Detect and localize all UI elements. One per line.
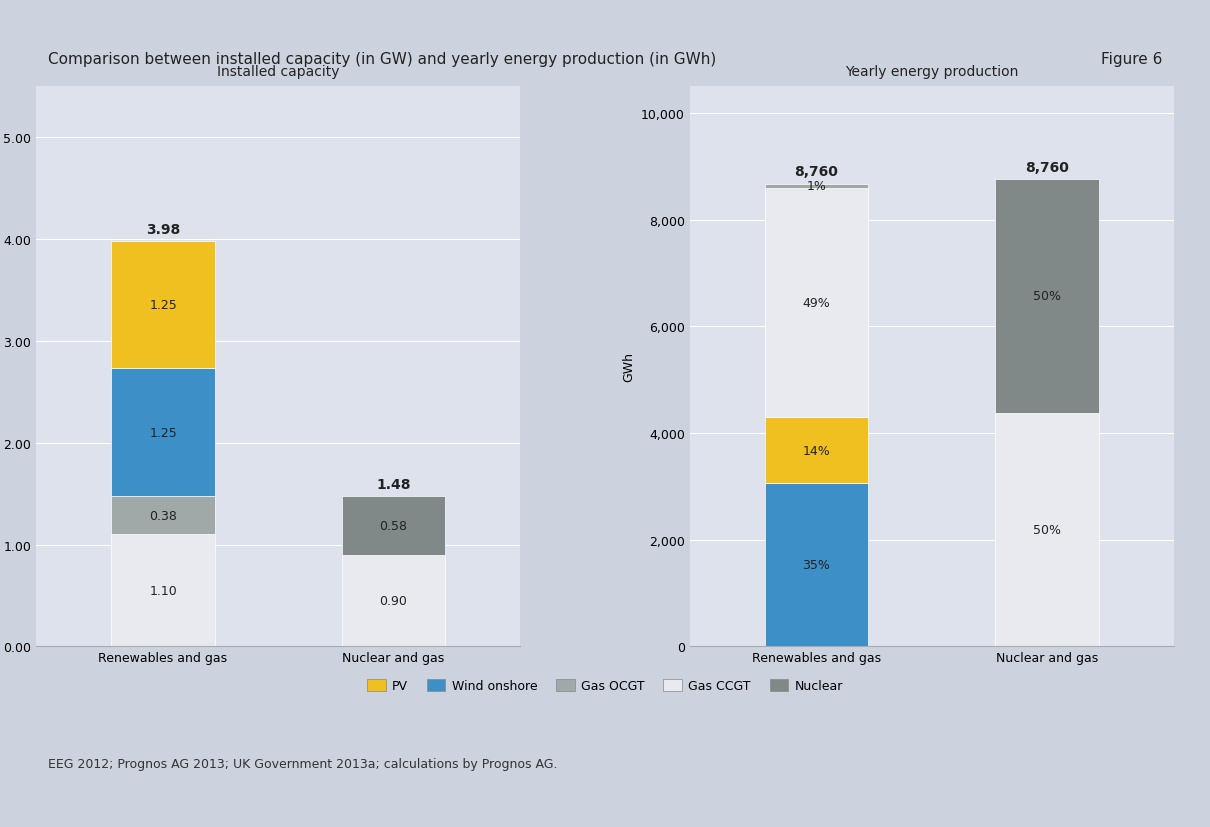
Text: 1.48: 1.48 bbox=[376, 477, 410, 491]
Bar bbox=[111, 241, 215, 369]
Text: 0.58: 0.58 bbox=[380, 519, 408, 532]
Bar bbox=[111, 369, 215, 496]
Bar bbox=[341, 496, 445, 555]
Bar bbox=[995, 414, 1099, 647]
Bar bbox=[765, 418, 869, 483]
Y-axis label: GWh: GWh bbox=[622, 351, 635, 382]
Text: 8,760: 8,760 bbox=[795, 165, 839, 179]
Text: Comparison between installed capacity (in GW) and yearly energy production (in G: Comparison between installed capacity (i… bbox=[47, 51, 716, 66]
Bar bbox=[341, 555, 445, 647]
Bar bbox=[111, 496, 215, 535]
Text: 49%: 49% bbox=[802, 297, 830, 310]
Text: 0.38: 0.38 bbox=[149, 509, 177, 522]
Bar bbox=[765, 483, 869, 647]
Bar bbox=[111, 535, 215, 647]
Text: 1.25: 1.25 bbox=[149, 299, 177, 312]
Title: Yearly energy production: Yearly energy production bbox=[845, 65, 1019, 79]
Text: EEG 2012; Prognos AG 2013; UK Government 2013a; calculations by Prognos AG.: EEG 2012; Prognos AG 2013; UK Government… bbox=[47, 757, 557, 770]
Text: 50%: 50% bbox=[1033, 290, 1061, 303]
Text: 1.10: 1.10 bbox=[149, 584, 177, 597]
Text: Figure 6: Figure 6 bbox=[1101, 51, 1163, 66]
Bar bbox=[765, 189, 869, 418]
Bar bbox=[765, 184, 869, 189]
Bar bbox=[995, 179, 1099, 414]
Text: 14%: 14% bbox=[802, 444, 830, 457]
Title: Installed capacity: Installed capacity bbox=[217, 65, 340, 79]
Legend: PV, Wind onshore, Gas OCGT, Gas CCGT, Nuclear: PV, Wind onshore, Gas OCGT, Gas CCGT, Nu… bbox=[367, 679, 843, 692]
Text: 8,760: 8,760 bbox=[1025, 160, 1068, 174]
Text: 3.98: 3.98 bbox=[146, 222, 180, 237]
Text: 1.25: 1.25 bbox=[149, 426, 177, 439]
Text: 50%: 50% bbox=[1033, 523, 1061, 537]
Text: 0.90: 0.90 bbox=[380, 595, 408, 607]
Text: 35%: 35% bbox=[802, 558, 830, 571]
Text: 1%: 1% bbox=[807, 180, 826, 194]
